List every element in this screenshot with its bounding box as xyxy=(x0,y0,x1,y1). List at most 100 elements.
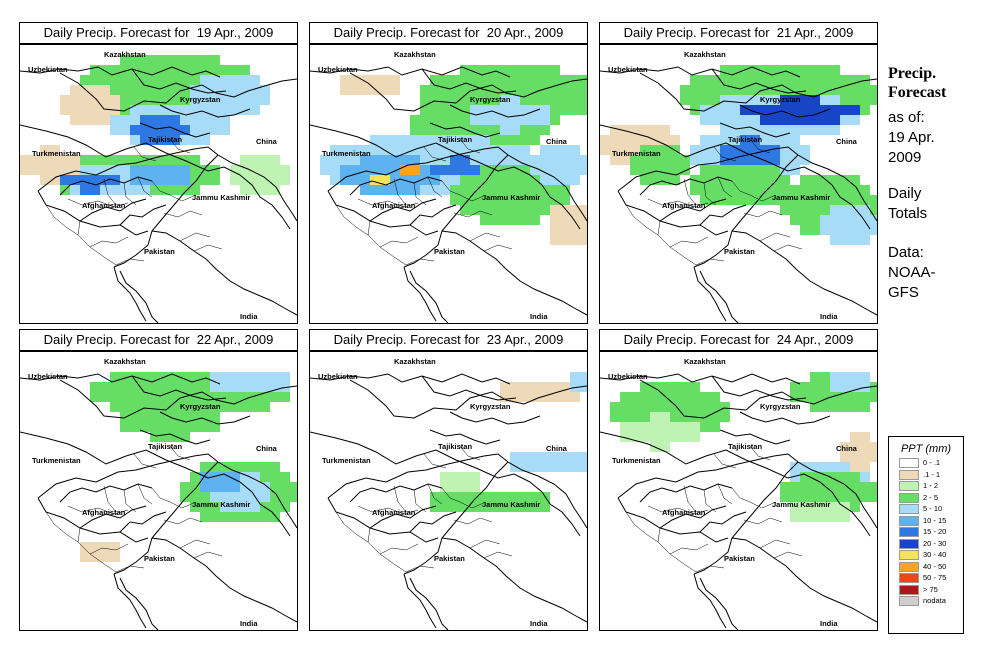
precip-cell xyxy=(540,145,550,155)
label-uzbekistan: Uzbekistan xyxy=(28,65,68,74)
legend-label: 20 - 30 xyxy=(923,538,947,548)
precip-cell xyxy=(350,85,360,95)
precip-cell xyxy=(490,502,500,512)
precip-cell xyxy=(460,205,470,215)
precip-cell xyxy=(110,85,120,95)
precip-cell xyxy=(620,135,630,145)
precip-cell xyxy=(650,412,660,422)
precip-cell xyxy=(700,402,710,412)
precip-cell xyxy=(460,502,470,512)
precip-cell xyxy=(860,75,870,85)
precip-cell xyxy=(780,105,790,115)
precip-cell xyxy=(550,145,560,155)
precip-cell xyxy=(850,225,860,235)
precip-cell xyxy=(700,195,710,205)
precip-cell xyxy=(740,185,750,195)
label-tajikistan: Tajikistan xyxy=(438,135,472,144)
precip-cell xyxy=(790,185,800,195)
precip-cell xyxy=(180,65,190,75)
precip-cell xyxy=(710,75,720,85)
precip-cell xyxy=(720,85,730,95)
precip-cell xyxy=(540,195,550,205)
precip-cell xyxy=(840,392,850,402)
precip-cell xyxy=(860,482,870,492)
precip-cell xyxy=(530,165,540,175)
precip-cell xyxy=(500,135,510,145)
precip-cell xyxy=(130,55,140,65)
precip-cell xyxy=(50,155,60,165)
precip-cell xyxy=(670,422,680,432)
precip-cell xyxy=(210,422,220,432)
precip-cell xyxy=(660,175,670,185)
precip-map: Kazakhstan Uzbekistan Kyrgyzstan Tajikis… xyxy=(599,44,878,324)
precip-cell xyxy=(260,492,270,502)
precip-cell xyxy=(800,125,810,135)
precip-cell xyxy=(720,402,730,412)
precip-cell xyxy=(800,95,810,105)
precip-cell xyxy=(440,105,450,115)
precip-cell xyxy=(440,145,450,155)
legend-item: nodata xyxy=(889,595,963,607)
precip-cell xyxy=(110,75,120,85)
precip-cell xyxy=(490,75,500,85)
precip-cell xyxy=(390,145,400,155)
precip-cell xyxy=(370,85,380,95)
map-labels: Kazakhstan Uzbekistan Kyrgyzstan Tajikis… xyxy=(608,357,858,628)
panel-title: Daily Precip. Forecast for 23 Apr., 2009 xyxy=(309,329,588,351)
precip-cell xyxy=(870,382,877,392)
label-uzbekistan: Uzbekistan xyxy=(608,65,648,74)
precip-cell xyxy=(810,512,820,522)
precip-cell xyxy=(550,462,560,472)
precip-cell xyxy=(830,235,840,245)
precip-cell xyxy=(520,85,530,95)
precip-cell xyxy=(710,165,720,175)
precip-cell xyxy=(490,205,500,215)
label-pakistan: Pakistan xyxy=(434,247,465,256)
precip-cell xyxy=(380,135,390,145)
precip-cell xyxy=(160,105,170,115)
precip-cell xyxy=(700,392,710,402)
label-turkmenistan: Turkmenistan xyxy=(322,149,371,158)
forecast-panel-23-apr: Daily Precip. Forecast for 23 Apr., 2009 xyxy=(309,329,588,631)
precip-cell xyxy=(520,155,530,165)
legend-label: 15 - 20 xyxy=(923,527,947,536)
precip-cell xyxy=(240,382,250,392)
precip-cell xyxy=(600,145,610,155)
label-kazakhstan: Kazakhstan xyxy=(104,50,146,59)
precip-cell xyxy=(700,145,710,155)
precip-cell xyxy=(440,175,450,185)
legend-swatch xyxy=(899,515,919,526)
precip-cell xyxy=(200,502,210,512)
precip-cell xyxy=(830,85,840,95)
precip-cell xyxy=(120,115,130,125)
precip-cell xyxy=(740,195,750,205)
precip-cell xyxy=(800,215,810,225)
precip-cell xyxy=(870,85,877,95)
precip-cell xyxy=(260,185,270,195)
precip-cell xyxy=(870,215,877,225)
precip-cell xyxy=(160,392,170,402)
legend-label: nodata xyxy=(923,596,946,605)
precip-cell xyxy=(150,165,160,175)
precip-cell xyxy=(380,75,390,85)
precip-cell xyxy=(670,402,680,412)
precip-cell xyxy=(710,175,720,185)
precip-cell xyxy=(790,472,800,482)
label-china: China xyxy=(836,137,858,146)
precip-cell xyxy=(240,85,250,95)
precip-cell xyxy=(560,145,570,155)
precip-cell xyxy=(750,125,760,135)
precip-cell xyxy=(620,402,630,412)
precip-cell xyxy=(650,155,660,165)
precip-cell xyxy=(470,95,480,105)
precip-cell xyxy=(120,165,130,175)
precip-cell xyxy=(180,95,190,105)
precip-cell xyxy=(210,75,220,85)
precip-cell xyxy=(500,205,510,215)
precip-cell xyxy=(510,125,520,135)
precip-cell xyxy=(230,382,240,392)
precip-cell xyxy=(20,165,30,175)
precip-cell xyxy=(840,95,850,105)
precip-cell xyxy=(650,422,660,432)
precip-cell xyxy=(110,155,120,165)
